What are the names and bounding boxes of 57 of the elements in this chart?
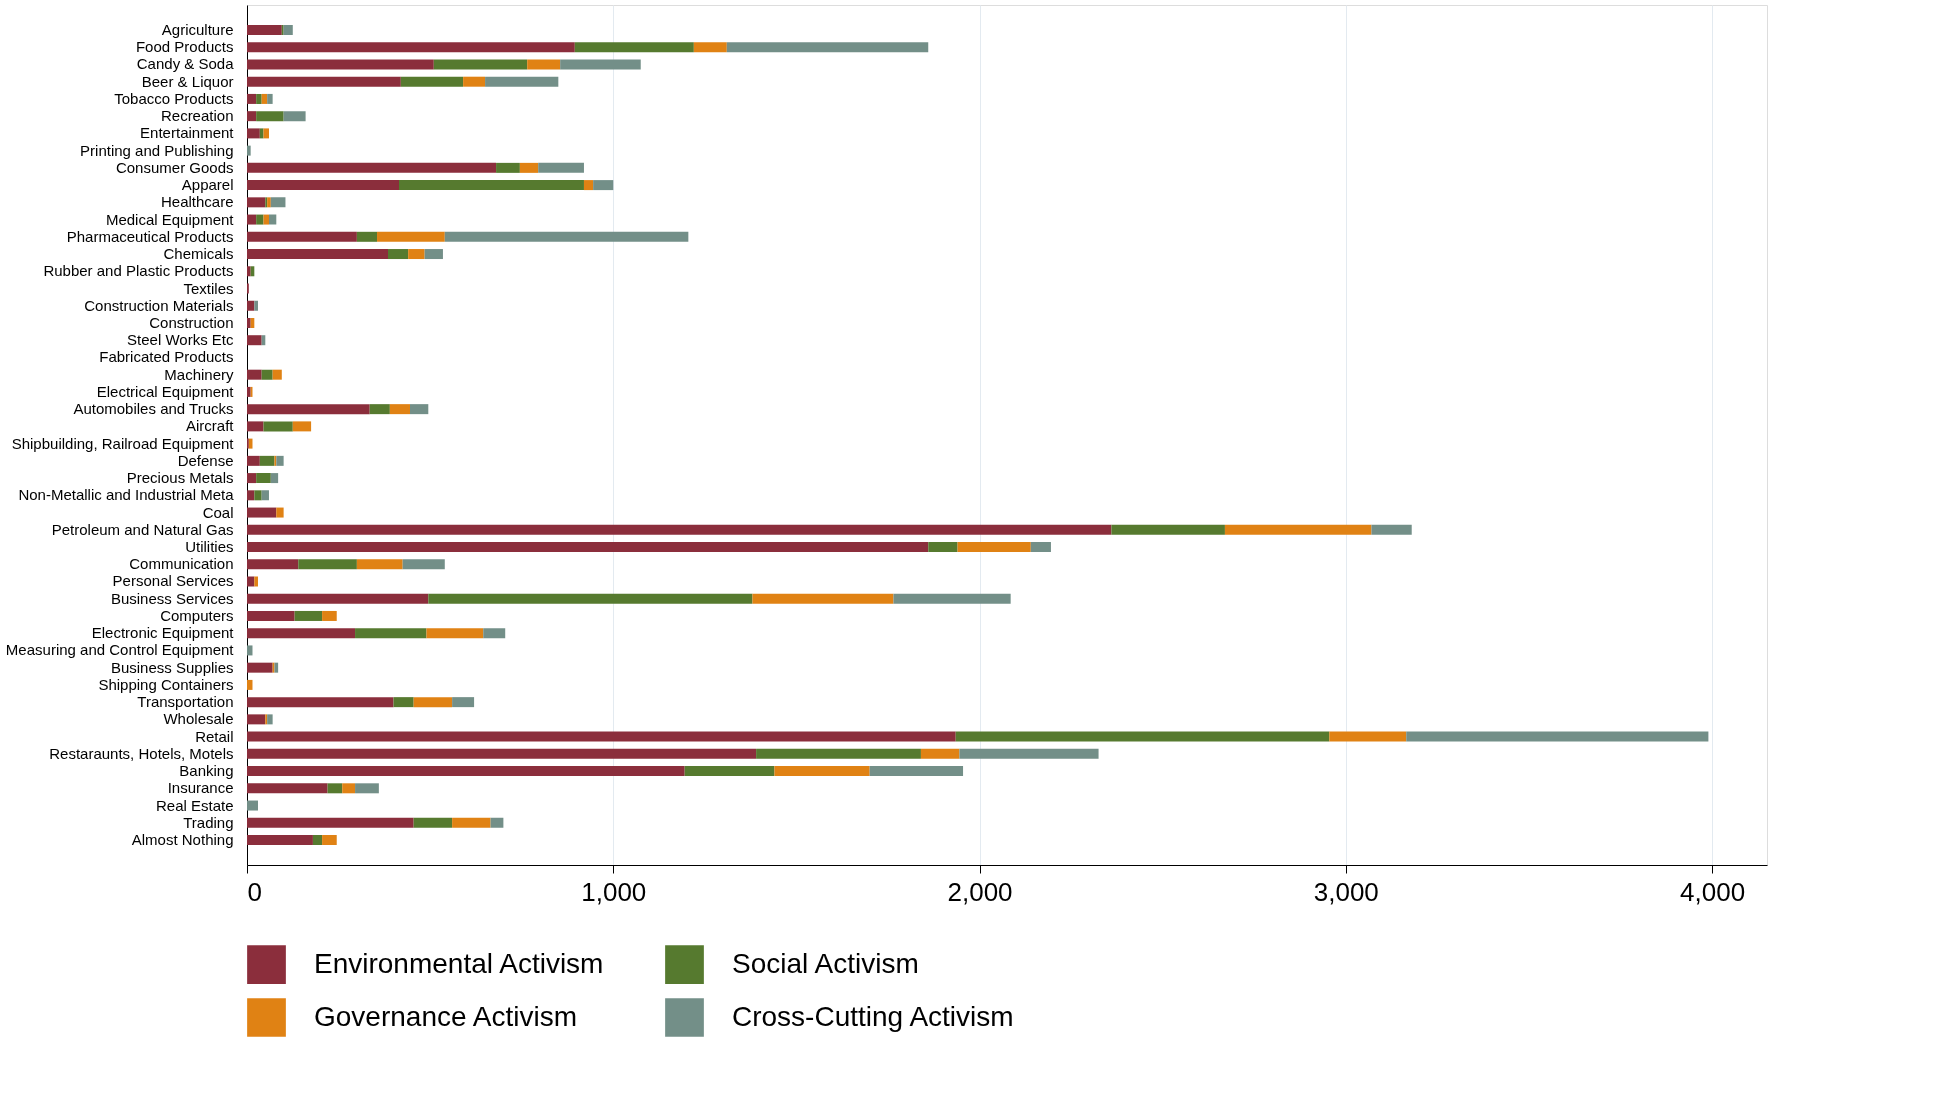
y-tick-label: Real Estate bbox=[155, 796, 234, 814]
y-tick-label: Construction Materials bbox=[84, 296, 234, 314]
y-tick-label: Insurance bbox=[167, 779, 234, 797]
y-tick-label: Steel Works Etc bbox=[127, 331, 234, 349]
y-tick-label: Restaraunts, Hotels, Motels bbox=[49, 744, 234, 762]
y-tick-label: Trading bbox=[183, 813, 234, 831]
y-tick-label: Petroleum and Natural Gas bbox=[51, 520, 234, 538]
legend-label: Governance Activism bbox=[314, 1000, 577, 1032]
y-tick-label: Retail bbox=[195, 727, 234, 745]
y-tick-label: Candy & Soda bbox=[136, 55, 235, 73]
y-tick-label: Automobiles and Trucks bbox=[73, 400, 234, 418]
y-tick-label: Construction bbox=[149, 313, 234, 331]
y-tick-label: Fabricated Products bbox=[99, 348, 234, 366]
y-tick-label: Textiles bbox=[183, 279, 234, 297]
y-tick-label: Almost Nothing bbox=[131, 831, 234, 849]
y-tick-label: Communication bbox=[129, 555, 234, 573]
y-tick-label: Shipbuilding, Railroad Equipment bbox=[11, 434, 235, 452]
y-tick-label: Utilities bbox=[185, 538, 234, 556]
y-tick-label: Personal Services bbox=[112, 572, 234, 590]
y-tick-label: Measuring and Control Equipment bbox=[5, 641, 235, 659]
y-tick-label: Banking bbox=[179, 762, 234, 780]
x-tick-label: 4,000 bbox=[1680, 876, 1746, 907]
y-tick-label: Tobacco Products bbox=[114, 89, 234, 107]
y-tick-label: Electronic Equipment bbox=[91, 624, 235, 642]
y-tick-label: Business Supplies bbox=[110, 658, 234, 676]
y-tick-label: Medical Equipment bbox=[105, 210, 235, 228]
y-tick-label: Shipping Containers bbox=[98, 675, 234, 693]
y-tick-label: Business Services bbox=[110, 589, 234, 607]
y-tick-label: Transportation bbox=[137, 693, 234, 711]
y-tick-label: Entertainment bbox=[140, 124, 235, 142]
y-tick-label: Food Products bbox=[135, 38, 234, 56]
legend-label: Social Activism bbox=[732, 947, 919, 979]
legend-label: Cross-Cutting Activism bbox=[732, 1000, 1014, 1032]
y-tick-label: Recreation bbox=[160, 107, 234, 125]
y-tick-label: Wholesale bbox=[163, 710, 234, 728]
y-tick-label: Consumer Goods bbox=[115, 158, 234, 176]
y-tick-label: Pharmaceutical Products bbox=[66, 227, 234, 245]
legend-label: Environmental Activism bbox=[314, 947, 604, 979]
x-tick-label: 1,000 bbox=[581, 876, 647, 907]
y-tick-label: Healthcare bbox=[160, 193, 234, 211]
y-tick-label: Apparel bbox=[181, 176, 234, 194]
y-tick-label: Electrical Equipment bbox=[96, 382, 235, 400]
y-tick-label: Coal bbox=[202, 503, 234, 521]
y-tick-label: Rubber and Plastic Products bbox=[43, 262, 234, 280]
y-tick-label: Machinery bbox=[164, 365, 234, 383]
x-tick-label: 3,000 bbox=[1313, 876, 1379, 907]
x-tick-label: 2,000 bbox=[947, 876, 1013, 907]
y-tick-label: Beer & Liquor bbox=[141, 72, 234, 90]
y-tick-label: Aircraft bbox=[185, 417, 235, 435]
y-tick-label: Non-Metallic and Industrial Meta bbox=[18, 486, 235, 504]
y-tick-label: Precious Metals bbox=[126, 469, 234, 487]
y-tick-label: Computers bbox=[160, 606, 234, 624]
y-tick-label: Defense bbox=[177, 451, 234, 469]
x-tick-label: 0 bbox=[247, 876, 262, 907]
y-tick-label: Chemicals bbox=[163, 245, 234, 263]
y-tick-label: Agriculture bbox=[161, 20, 234, 38]
y-tick-label: Printing and Publishing bbox=[80, 141, 234, 159]
